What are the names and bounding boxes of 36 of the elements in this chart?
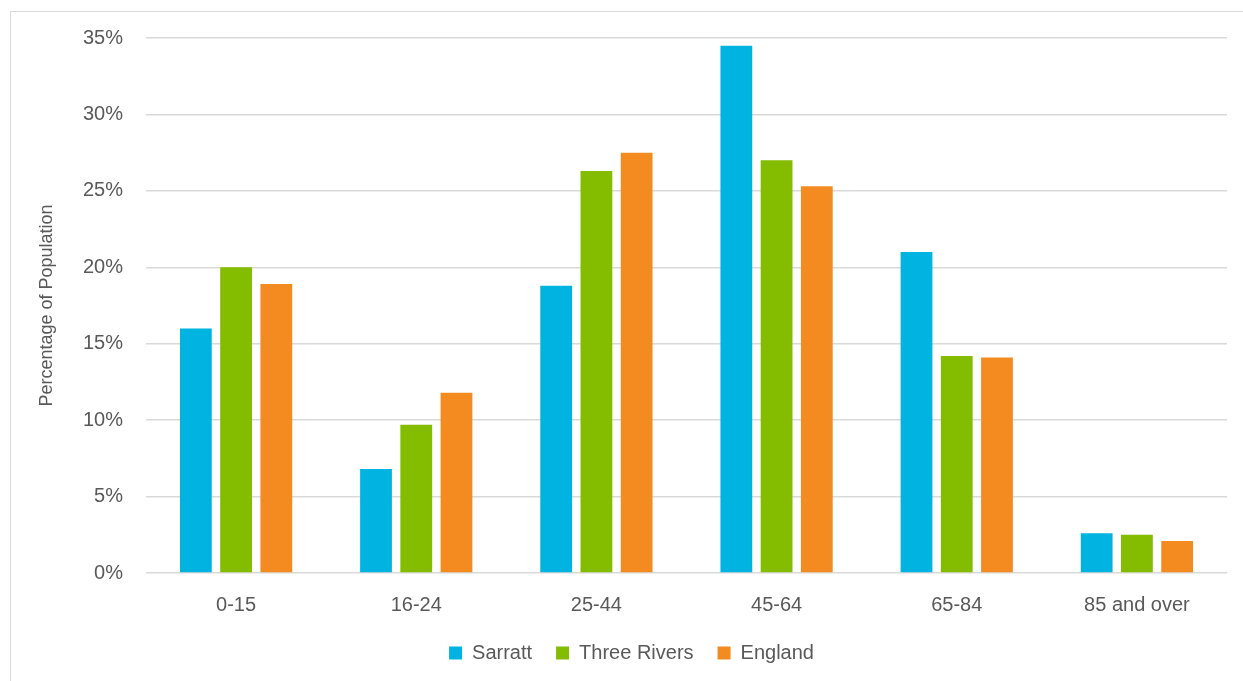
x-tick-label: 65-84 <box>931 592 983 615</box>
y-tick-label: 15% <box>82 331 124 354</box>
legend-label: Sarratt <box>472 640 533 663</box>
bar <box>981 357 1013 573</box>
bar <box>900 252 933 573</box>
bar <box>1080 533 1113 573</box>
bar <box>360 469 392 573</box>
bar <box>540 285 573 573</box>
legend-label: England <box>740 640 814 663</box>
x-tick-label: 25-44 <box>570 592 622 615</box>
x-tick-label: 85 and over <box>1084 592 1191 615</box>
x-tick-label: 16-24 <box>390 592 442 615</box>
bar <box>260 284 293 573</box>
bar <box>940 355 973 573</box>
y-axis-title: Percentage of Population <box>35 204 56 407</box>
bar <box>1161 540 1194 573</box>
bar <box>580 170 613 573</box>
bar <box>760 160 793 573</box>
y-tick-label: 0% <box>94 560 124 583</box>
legend-label: Three Rivers <box>579 640 694 663</box>
x-tick-label: 45-64 <box>751 592 803 615</box>
bar <box>179 328 212 573</box>
bar <box>400 424 433 573</box>
y-tick-label: 30% <box>82 101 124 124</box>
bar <box>220 267 252 573</box>
y-tick-label: 20% <box>82 254 124 277</box>
bar <box>800 186 833 573</box>
bar <box>1121 534 1153 573</box>
bar <box>620 152 653 573</box>
y-tick-label: 25% <box>82 178 124 201</box>
x-tick-label: 0-15 <box>216 592 257 615</box>
y-tick-label: 5% <box>94 484 124 507</box>
bar <box>440 392 473 573</box>
y-tick-label: 35% <box>82 25 124 48</box>
y-tick-label: 10% <box>82 407 124 430</box>
bar <box>720 45 753 573</box>
